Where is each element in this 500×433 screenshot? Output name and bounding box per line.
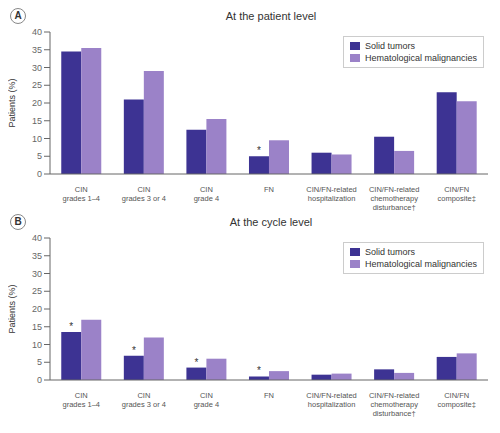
svg-text:*: * bbox=[69, 321, 73, 332]
svg-text:CINgrades 3 or 4: CINgrades 3 or 4 bbox=[122, 391, 166, 409]
svg-text:*: * bbox=[257, 145, 261, 156]
svg-text:CIN/FNcomposite‡: CIN/FNcomposite‡ bbox=[438, 391, 476, 409]
html-text:Solid tumors: Solid tumors bbox=[364, 247, 415, 257]
svg-text:20: 20 bbox=[32, 98, 42, 108]
svg-text:*: * bbox=[257, 365, 261, 376]
svg-text:30: 30 bbox=[32, 269, 42, 279]
svg-text:0: 0 bbox=[37, 169, 42, 179]
svg-text:CIN/FN-relatedchemotherapydist: CIN/FN-relatedchemotherapydisturbance† bbox=[369, 185, 419, 212]
svg-text:35: 35 bbox=[32, 251, 42, 261]
html-text:A: A bbox=[14, 10, 22, 21]
svg-text:15: 15 bbox=[32, 322, 42, 332]
svg-text:15: 15 bbox=[32, 116, 42, 126]
svg-text:CIN/FN-relatedhospitalization: CIN/FN-relatedhospitalization bbox=[306, 391, 356, 409]
svg-text:CIN/FN-relatedhospitalization: CIN/FN-relatedhospitalization bbox=[306, 185, 356, 203]
html-text:Solid tumors: Solid tumors bbox=[364, 41, 415, 51]
html-text:At the patient level: At the patient level bbox=[225, 10, 317, 22]
svg-text:FN: FN bbox=[264, 185, 274, 194]
svg-text:*: * bbox=[132, 345, 136, 356]
svg-text:10: 10 bbox=[32, 340, 42, 350]
html-text:Hematological malignancies: Hematological malignancies bbox=[364, 259, 477, 269]
svg-text:CIN/FNcomposite‡: CIN/FNcomposite‡ bbox=[438, 185, 476, 203]
svg-text:5: 5 bbox=[37, 357, 42, 367]
svg-text:CINgrades 3 or 4: CINgrades 3 or 4 bbox=[122, 185, 166, 203]
svg-text:FN: FN bbox=[264, 391, 274, 400]
html-text:Hematological malignancies: Hematological malignancies bbox=[364, 53, 477, 63]
svg-text:CINgrades 1–4: CINgrades 1–4 bbox=[63, 185, 101, 203]
svg-text:10: 10 bbox=[32, 134, 42, 144]
svg-text:*: * bbox=[194, 357, 198, 368]
svg-text:40: 40 bbox=[32, 233, 42, 243]
svg-text:CINgrade 4: CINgrade 4 bbox=[194, 391, 219, 409]
svg-text:30: 30 bbox=[32, 63, 42, 73]
svg-text:20: 20 bbox=[32, 304, 42, 314]
svg-text:25: 25 bbox=[32, 80, 42, 90]
svg-text:CINgrade 4: CINgrade 4 bbox=[194, 185, 219, 203]
svg-text:25: 25 bbox=[32, 286, 42, 296]
svg-text:CINgrades 1–4: CINgrades 1–4 bbox=[63, 391, 101, 409]
svg-text:Patients (%): Patients (%) bbox=[8, 284, 17, 333]
svg-text:0: 0 bbox=[37, 375, 42, 385]
svg-text:5: 5 bbox=[37, 151, 42, 161]
svg-text:40: 40 bbox=[32, 27, 42, 37]
svg-text:35: 35 bbox=[32, 45, 42, 55]
html-text:B: B bbox=[14, 216, 22, 227]
svg-text:Patients (%): Patients (%) bbox=[8, 78, 17, 127]
svg-text:CIN/FN-relatedchemotherapydist: CIN/FN-relatedchemotherapydisturbance† bbox=[369, 391, 419, 418]
html-text:At the cycle level: At the cycle level bbox=[229, 216, 313, 228]
